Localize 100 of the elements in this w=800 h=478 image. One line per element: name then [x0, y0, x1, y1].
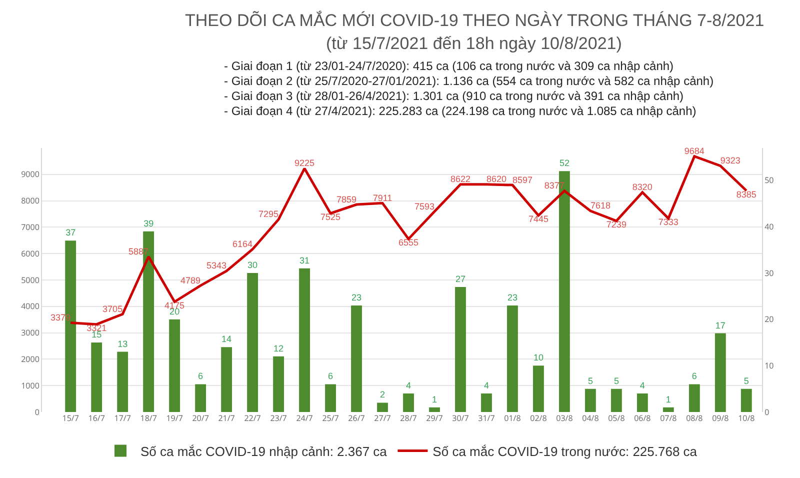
x-tick-label: 04/8 [582, 413, 600, 424]
y-tick-label: 8000 [21, 196, 40, 207]
x-tick-label: 16/7 [88, 413, 106, 424]
x-tick-label: 07/8 [660, 413, 678, 424]
bar [740, 388, 752, 412]
data-label: 31 [300, 255, 310, 266]
data-label: 5343 [206, 260, 227, 271]
x-tick-label: 03/8 [556, 413, 574, 424]
x-tick-label: 29/7 [426, 413, 444, 424]
data-label: 7618 [590, 200, 610, 211]
bar [195, 384, 206, 412]
data-label: 23 [352, 292, 362, 302]
y2-tick-label: 50 [764, 175, 774, 186]
bar [610, 388, 622, 412]
data-label: 37 [66, 228, 76, 238]
chart-subtitle: (từ 15/7/2021 đến 18h ngày 10/8/2021) [326, 34, 622, 53]
y-tick-label: 9000 [21, 169, 40, 180]
legend-label: Số ca mắc COVID-19 nhập cảnh: 2.367 ca [140, 444, 388, 459]
data-label: 12 [274, 343, 284, 354]
x-tick-label: 21/7 [218, 413, 236, 424]
y-tick-label: 5000 [21, 274, 40, 286]
data-label: 8385 [736, 189, 756, 200]
text: - Giai đoạn 2 (từ 25/7/2020-27/01/2021): 1.136 ca (554 ca trong nước và 582 ca nhập cảnh) [224, 74, 714, 88]
data-label: 6 [198, 371, 204, 382]
data-label: 23 [507, 292, 518, 302]
data-label: 1 [666, 394, 671, 404]
text: - Giai đoạn 4 (từ 27/4/2021): 225.283 ca (224.198 ca trong nước và 1.085 ca nhập cảnh) [224, 104, 696, 118]
bar [688, 384, 700, 412]
bar [247, 273, 258, 412]
text: - Giai đoạn 1 (từ 23/01-24/7/2020): 415 ca (106 ca trong nước và 309 ca nhập cảnh) [224, 59, 674, 73]
y-tick-label: 3000 [21, 328, 40, 339]
x-tick-label: 17/7 [114, 413, 132, 424]
bar [507, 305, 518, 412]
data-label: 4 [640, 380, 645, 390]
data-label: 17 [715, 320, 726, 330]
y2-tick-label: 30 [764, 268, 774, 279]
data-label: 8597 [512, 174, 532, 185]
y2-tick-label: 40 [764, 222, 774, 233]
bar [481, 393, 492, 412]
y-tick-label: 0 [34, 406, 40, 418]
data-label: 5 [744, 376, 749, 386]
x-tick-label: 24/7 [296, 413, 314, 424]
x-tick-label: 26/7 [348, 413, 366, 424]
data-label: 9684 [684, 146, 704, 156]
x-tick-label: 01/8 [504, 413, 522, 424]
data-label: 6 [328, 371, 334, 382]
chart-title: THEO DÕI CA MẮC MỚI COVID-19 THEO NGÀY TRONG THÁNG 7-8/2021 [185, 10, 764, 30]
data-label: 39 [144, 218, 154, 228]
y2-tick-label: 10 [764, 360, 774, 372]
x-tick-label: 19/7 [166, 413, 184, 424]
y-tick-label: 4000 [21, 301, 40, 312]
text: - Giai đoạn 3 (từ 28/01-26/4/2021): 1.301 ca (910 ca trong nước và 391 ca nhập cảnh) [224, 89, 684, 103]
data-label: 10 [533, 352, 544, 363]
data-label: 5 [614, 376, 619, 386]
bar [351, 305, 362, 412]
data-label: 7295 [258, 209, 279, 220]
data-label: 1 [432, 394, 437, 404]
bar [429, 407, 440, 412]
x-tick-label: 20/7 [192, 413, 210, 424]
legend-label: Số ca mắc COVID-19 trong nước: 225.768 ca [432, 444, 698, 459]
y-tick-label: 2000 [21, 354, 40, 365]
data-label: 5 [588, 376, 593, 386]
data-label: 3705 [102, 304, 123, 314]
x-tick-label: 30/7 [452, 413, 470, 424]
x-tick-label: 08/8 [686, 413, 704, 424]
data-label: 7445 [528, 214, 548, 224]
x-tick-label: 23/7 [270, 413, 288, 424]
bar [273, 356, 284, 412]
data-label: 7593 [414, 201, 434, 212]
data-label: 6164 [232, 239, 253, 250]
x-tick-label: 10/8 [738, 413, 756, 424]
data-label: 9323 [720, 156, 740, 166]
x-tick-label: 25/7 [322, 413, 340, 424]
data-label: 8620 [486, 174, 507, 184]
data-label: 14 [222, 334, 232, 344]
bar [455, 286, 466, 412]
data-label: 15 [92, 330, 102, 340]
data-label: 4 [406, 380, 412, 390]
bar [584, 388, 596, 412]
bar [403, 393, 414, 412]
data-label: 2 [380, 390, 386, 400]
data-label: 9225 [294, 158, 315, 168]
data-label: 13 [118, 338, 128, 349]
x-tick-label: 09/8 [712, 413, 730, 424]
data-label: 6 [692, 371, 697, 382]
data-label: 8320 [632, 182, 652, 192]
bar [377, 402, 388, 412]
data-label: 7239 [606, 220, 626, 230]
data-label: 6555 [398, 238, 419, 248]
bar [91, 342, 102, 412]
bar [662, 407, 674, 412]
bar [221, 347, 232, 412]
bar [636, 393, 648, 412]
data-label: 7525 [320, 212, 341, 222]
x-tick-label: 06/8 [634, 413, 652, 424]
data-label: 8622 [450, 174, 470, 184]
bar [325, 384, 336, 412]
data-label: 7911 [372, 192, 392, 203]
bar [299, 268, 310, 412]
x-tick-label: 22/7 [244, 413, 262, 424]
